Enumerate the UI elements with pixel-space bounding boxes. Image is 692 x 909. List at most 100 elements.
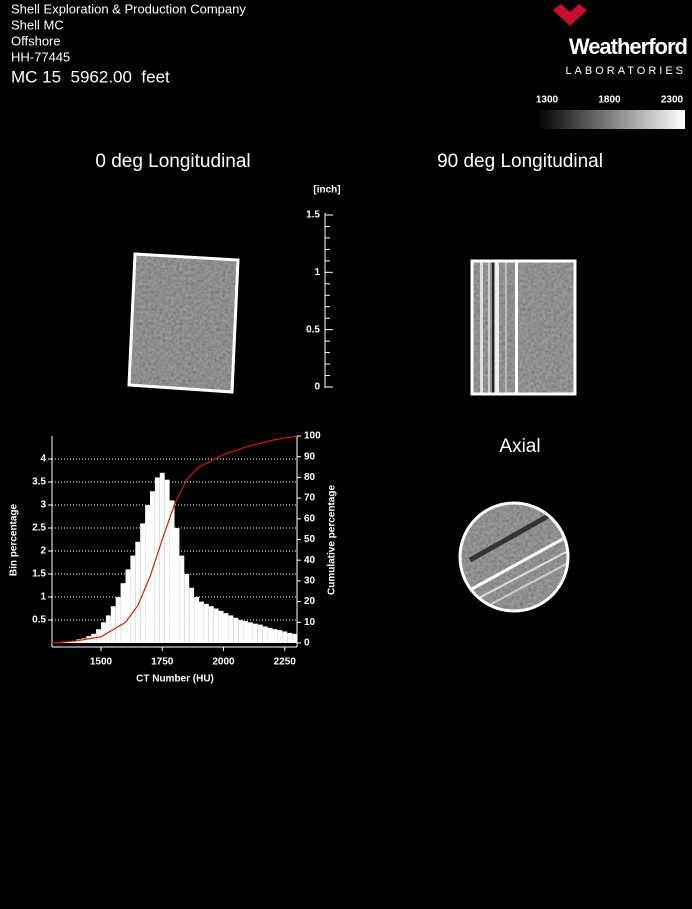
- bar: [277, 630, 283, 643]
- header-line: HH-77445: [11, 49, 70, 64]
- logo-name: Weatherford: [569, 34, 687, 59]
- bar: [169, 500, 175, 643]
- y2-tick-label: 50: [304, 534, 316, 545]
- bar: [135, 541, 141, 643]
- x-axis-label: CT Number (HU): [136, 674, 214, 685]
- bar: [262, 626, 268, 643]
- depth: MC 15 5962.00 feet: [11, 67, 170, 86]
- y2-tick-label: 100: [304, 431, 321, 442]
- logo-sub: LABORATORIES: [565, 65, 686, 77]
- bar: [125, 569, 131, 643]
- bar: [164, 479, 170, 643]
- y2-tick-label: 90: [304, 451, 316, 462]
- y2-tick-label: 80: [304, 472, 316, 483]
- y2-tick-label: 60: [304, 513, 316, 524]
- bar: [257, 624, 263, 643]
- y2-axis-label: Cumulative percentage: [327, 485, 338, 595]
- bar: [101, 622, 106, 643]
- y2-tick-label: 0: [304, 638, 310, 649]
- x-tick-label: 2000: [212, 657, 235, 668]
- logo-mark: [553, 4, 587, 26]
- color-scale-bar: [537, 110, 685, 129]
- y-tick-label: 4: [40, 454, 46, 465]
- bar: [66, 641, 72, 643]
- bar: [174, 528, 180, 643]
- header: Shell Exploration & Production Company S…: [11, 1, 246, 86]
- bar: [213, 608, 219, 643]
- y-tick-label: 3: [40, 500, 46, 511]
- bar: [105, 615, 111, 643]
- bar: [194, 597, 199, 643]
- bar: [267, 627, 273, 643]
- ct-outline: [458, 501, 570, 613]
- bar: [140, 523, 146, 643]
- bar: [252, 623, 258, 643]
- y-tick-label: 3.5: [32, 477, 46, 488]
- bar: [179, 555, 185, 643]
- ruler-label: 0: [314, 382, 320, 393]
- bar: [287, 632, 293, 643]
- ruler-label: 1.5: [306, 210, 320, 221]
- cumulative-line: [51, 435, 298, 644]
- header-line: Offshore: [11, 33, 61, 48]
- bar: [292, 633, 297, 643]
- y-tick-label: 2: [40, 546, 46, 557]
- ct-outline: [470, 259, 577, 396]
- y2-tick-label: 20: [304, 596, 316, 607]
- bar: [115, 597, 121, 643]
- x-tick-label: 1500: [90, 657, 113, 668]
- bar: [243, 620, 248, 643]
- y-tick-label: 1: [40, 592, 46, 603]
- x-tick-label: 2250: [274, 657, 297, 668]
- color-scale-label: 2300: [661, 95, 684, 106]
- view-title: 90 deg Longitudinal: [437, 151, 603, 172]
- bar: [150, 491, 155, 643]
- y-axis-label: Bin percentage: [9, 503, 20, 576]
- bar: [208, 606, 214, 643]
- bar: [223, 613, 229, 643]
- bar: [76, 639, 82, 643]
- bar: [282, 631, 288, 643]
- bar: [159, 472, 165, 643]
- bar: [199, 601, 204, 643]
- y-tick-label: 0.5: [32, 615, 46, 626]
- bar: [189, 587, 195, 643]
- y2-tick-label: 10: [304, 617, 316, 628]
- bar: [96, 629, 101, 643]
- ct-outline: [127, 252, 240, 394]
- ruler-label: 0.5: [306, 324, 320, 335]
- color-scale-label: 1300: [536, 95, 559, 106]
- ruler-label: 1: [314, 267, 320, 278]
- y2-tick-label: 70: [304, 493, 316, 504]
- bar: [272, 629, 278, 643]
- color-scale-label: 1800: [598, 95, 621, 106]
- bar: [145, 505, 150, 643]
- bar: [233, 617, 239, 643]
- bar: [218, 610, 224, 643]
- bar: [110, 606, 116, 643]
- bar: [81, 638, 87, 643]
- bar: [86, 636, 92, 643]
- y-tick-label: 1.5: [32, 569, 46, 580]
- y-tick-label: 2.5: [32, 523, 46, 534]
- bar: [228, 615, 234, 643]
- ct-image-axial: [460, 503, 568, 611]
- y2-tick-label: 30: [304, 576, 316, 587]
- bar: [71, 640, 77, 643]
- bar: [184, 574, 190, 643]
- y2-tick-label: 40: [304, 555, 316, 566]
- x-tick-label: 1750: [151, 657, 174, 668]
- ruler-unit: [inch]: [313, 185, 340, 196]
- bar: [248, 622, 253, 643]
- view-title: 0 deg Longitudinal: [95, 151, 250, 172]
- view-title: Axial: [499, 436, 540, 457]
- header-line: Shell MC: [11, 17, 64, 32]
- ct-image-90: [472, 261, 575, 394]
- bar: [154, 477, 160, 643]
- bar: [203, 603, 209, 643]
- bar: [130, 555, 136, 643]
- ct-image-0: [129, 254, 238, 392]
